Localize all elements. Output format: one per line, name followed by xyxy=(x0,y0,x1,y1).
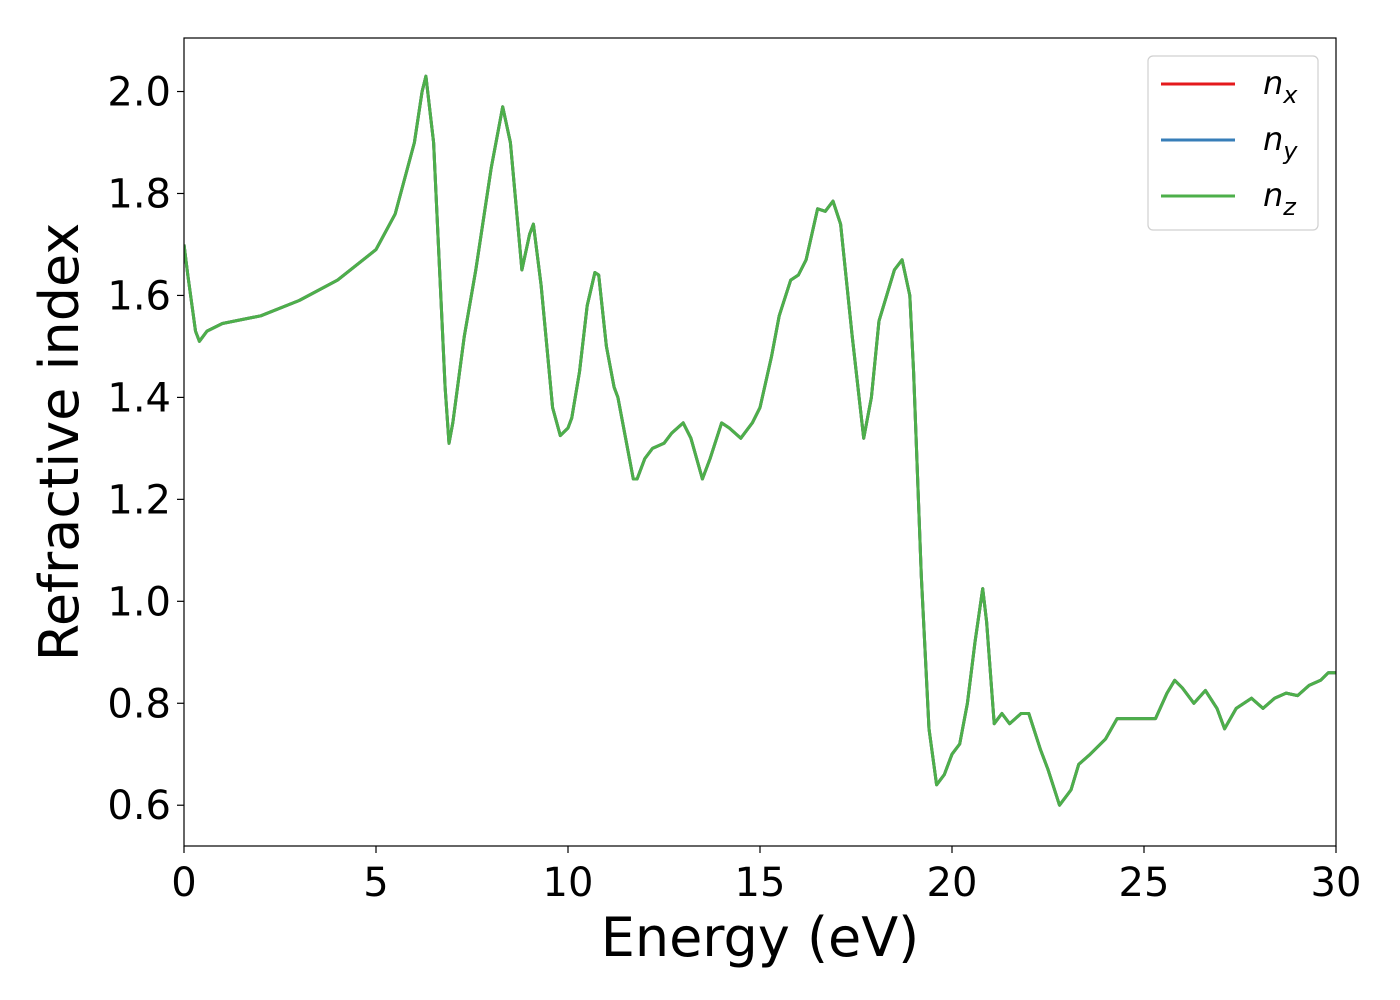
series-line-n-z xyxy=(184,74,1336,807)
y-tick-label: 0.8 xyxy=(107,681,171,727)
x-tick-label: 0 xyxy=(171,860,196,906)
x-tick-label: 25 xyxy=(1119,860,1170,906)
y-tick-label: 0.6 xyxy=(107,783,171,829)
x-tick-label: 15 xyxy=(735,860,786,906)
y-tick-label: 1.2 xyxy=(107,477,171,523)
y-tick-label: 1.4 xyxy=(107,375,171,421)
x-tick-label: 5 xyxy=(363,860,388,906)
y-tick-label: 2.0 xyxy=(107,70,171,116)
x-tick-label: 20 xyxy=(927,860,978,906)
y-axis-ticks: 0.6 0.8 1.0 1.2 1.4 1.6 1.8 2.0 xyxy=(107,70,184,829)
x-tick-label: 10 xyxy=(543,860,594,906)
x-axis-ticks: 0 5 10 15 20 25 30 xyxy=(171,846,1361,906)
series-layer xyxy=(184,74,1336,807)
y-axis-label: Refractive index xyxy=(28,223,91,662)
x-tick-label: 30 xyxy=(1311,860,1362,906)
y-tick-label: 1.6 xyxy=(107,273,171,319)
y-tick-label: 1.0 xyxy=(107,579,171,625)
y-tick-label: 1.8 xyxy=(107,171,171,217)
x-axis-label: Energy (eV) xyxy=(601,906,920,969)
legend-box xyxy=(1147,55,1319,231)
